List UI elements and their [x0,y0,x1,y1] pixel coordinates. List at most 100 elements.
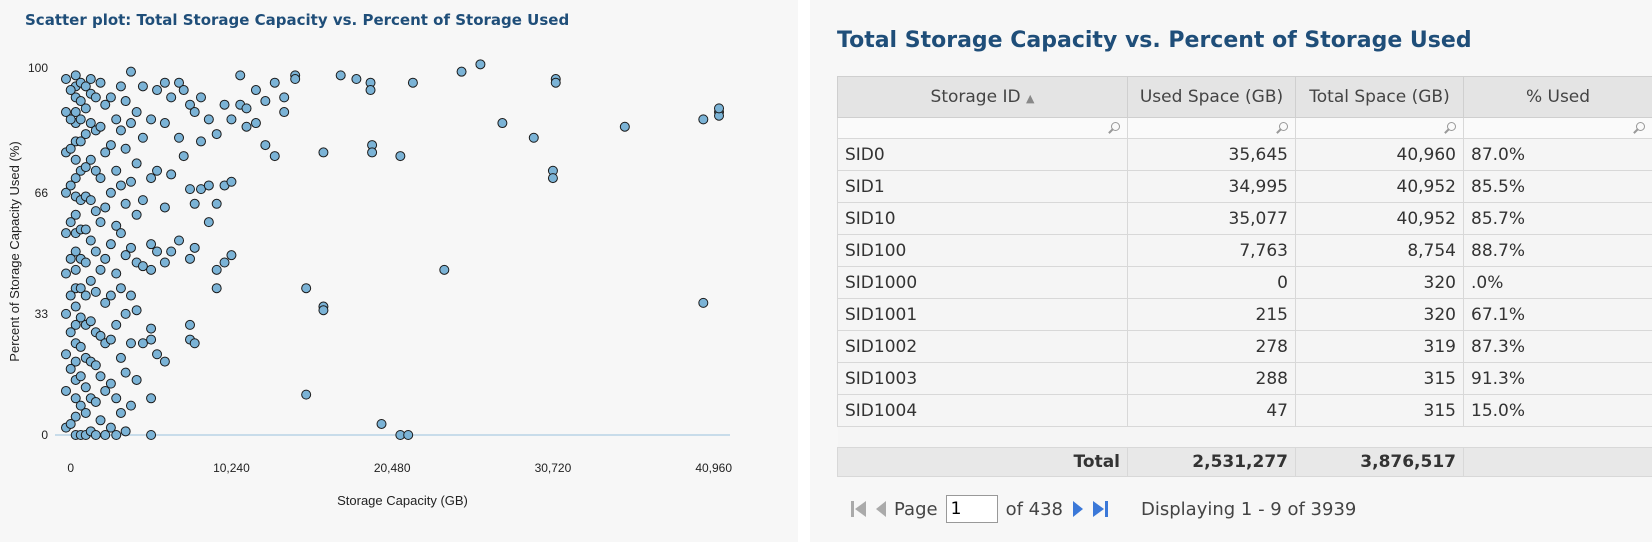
data-point [80,290,91,301]
data-point [185,319,195,330]
table-row[interactable]: SID100 7,763 8,754 88.7% [837,234,1652,267]
column-header-total-space[interactable]: Total Space (GB) [1295,76,1464,118]
column-header-percent-used[interactable]: % Used [1463,76,1652,118]
data-point [65,143,76,154]
y-axis-label: Percent of Storage Capacity Used (%) [7,141,22,361]
table-row[interactable]: SID1000 0 320.0% [837,266,1652,299]
table-row[interactable]: SID1003 288 315 91.3% [837,362,1652,395]
search-icon[interactable] [1633,122,1645,134]
filter-used-space[interactable] [1127,117,1296,139]
data-point [125,118,136,129]
data-point [95,415,106,426]
last-page-icon [1093,501,1109,517]
data-point [698,114,709,125]
y-tick-label: 33 [35,307,49,321]
filter-storage-id[interactable] [837,117,1128,139]
data-point [115,283,126,294]
data-point [152,165,163,176]
data-point [125,338,136,349]
filter-total-space[interactable] [1295,117,1464,139]
next-page-button[interactable] [1071,499,1085,519]
data-point [85,316,96,327]
x-tick-label: 10,240 [213,461,250,475]
previous-page-icon [876,501,886,517]
data-point [226,176,237,187]
total-row: Total 2,531,277 3,876,517 [837,447,1652,477]
data-point [100,429,111,440]
data-point [131,305,142,316]
scatter-plot: 0 33 66 100 0 10,240 20,480 30,720 40,960 Storage… [7,59,732,508]
data-point [60,268,71,279]
data-point [115,407,126,418]
filter-percent-used[interactable] [1463,117,1652,139]
data-point [146,239,157,250]
data-point [90,429,101,440]
search-icon[interactable] [1108,122,1120,134]
data-point [185,99,195,110]
cell-storage-id: SID1001 [837,298,1128,331]
data-point [203,114,214,125]
page-number-input[interactable] [945,495,998,523]
data-point [100,385,111,396]
data-point [301,389,312,400]
data-point [219,99,230,110]
data-point [70,246,81,257]
search-icon[interactable] [1444,122,1456,134]
data-point [75,114,86,125]
data-point [318,147,329,158]
cell-used-space: 35,077 [1127,202,1296,235]
data-point [100,147,111,158]
cell-percent-used: 85.7% [1463,202,1652,235]
table-row[interactable]: SID1001 215 320 67.1% [837,298,1652,331]
data-point [75,312,86,323]
x-tick-label: 40,960 [695,461,732,475]
data-point [120,250,131,261]
data-point [279,92,290,103]
data-point [75,96,86,107]
x-axis-label: Storage Capacity (GB) [337,493,468,508]
cell-storage-id: SID1004 [837,394,1128,427]
data-point [65,253,76,264]
data-point [70,107,81,118]
table-row[interactable]: SID1004 47 315 15.0% [837,394,1652,427]
data-point [105,422,116,433]
first-page-button[interactable] [850,499,868,519]
table-row[interactable]: SID1 34,995 40,952 85.5% [837,170,1652,203]
sort-ascending-icon: ▲ [1025,92,1035,105]
table-row[interactable]: SID10 35,077 40,952 85.7% [837,202,1652,235]
data-point [219,257,230,268]
page-label: Page [894,498,938,520]
table-row[interactable]: SID0 35,645 40,960 87.0% [837,138,1652,171]
table-row[interactable]: SID1002 278 319 87.3% [837,330,1652,363]
data-point [159,118,170,129]
data-point [403,429,414,440]
column-header-storage-id[interactable]: Storage ID ▲ [837,76,1128,118]
data-point [120,367,131,378]
data-point [75,400,86,411]
last-page-button[interactable] [1091,499,1109,519]
previous-page-button[interactable] [874,499,888,519]
next-page-icon [1073,501,1084,517]
data-point [100,297,111,308]
data-point [95,217,106,228]
cell-storage-id: SID1002 [837,330,1128,363]
data-point [174,235,185,246]
data-point [75,136,86,147]
data-point [250,85,261,96]
data-point [85,154,96,165]
data-point [105,239,116,250]
data-point [166,246,177,257]
data-point [146,334,157,345]
data-point [65,180,76,191]
data-point [146,323,157,334]
cell-percent-used: 87.3% [1463,330,1652,363]
cell-total-space: 40,960 [1295,138,1464,171]
data-point [269,77,280,88]
cell-storage-id: SID1 [837,170,1128,203]
data-point [115,352,126,363]
column-header-used-space[interactable]: Used Space (GB) [1127,76,1296,118]
data-point [90,206,101,217]
search-icon[interactable] [1276,122,1288,134]
data-point [146,114,157,125]
data-point [85,118,96,129]
